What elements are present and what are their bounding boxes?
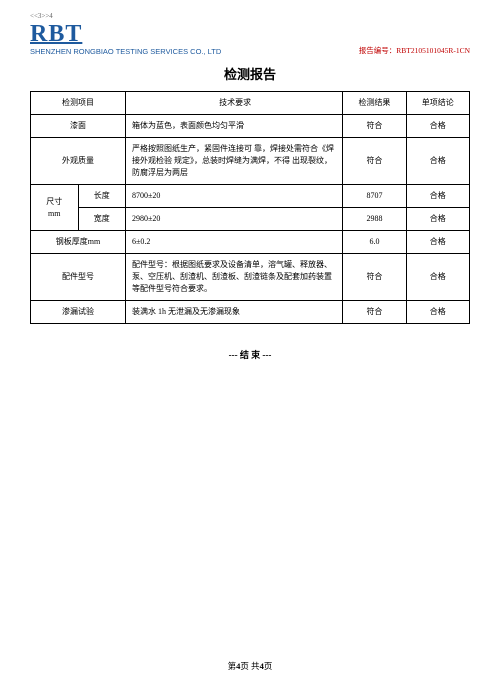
cell-req: 6±0.2 <box>126 231 343 254</box>
header-row: RBT SHENZHEN RONGBIAO TESTING SERVICES C… <box>30 22 470 56</box>
th-item: 检测项目 <box>31 92 126 115</box>
cell-req: 箱体为蓝色，表面颜色均匀平滑 <box>126 115 343 138</box>
cell-item: 渗漏试验 <box>31 301 126 324</box>
cell-result: 2988 <box>343 208 406 231</box>
table-row: 配件型号 配件型号：根据图纸要求及设备清单，溶气罐、释放器、泵、空压机、刮渣机、… <box>31 254 470 301</box>
end-marker: --- 结 束 --- <box>30 348 470 361</box>
page-title: 检测报告 <box>30 64 470 83</box>
report-no-label: 报告编号： <box>359 46 397 55</box>
cell-req: 配件型号：根据图纸要求及设备清单，溶气罐、释放器、泵、空压机、刮渣机、刮渣板、刮… <box>126 254 343 301</box>
test-report-table: 检测项目 技术要求 检测结果 单项结论 漆面 箱体为蓝色，表面颜色均匀平滑 符合… <box>30 91 470 324</box>
cell-req: 8700±20 <box>126 185 343 208</box>
table-row: 宽度 2980±20 2988 合格 <box>31 208 470 231</box>
cell-result: 6.0 <box>343 231 406 254</box>
logo-text: RBT <box>30 22 221 46</box>
th-requirement: 技术要求 <box>126 92 343 115</box>
cell-item: 外观质量 <box>31 138 126 185</box>
table-row: 渗漏试验 装满水 1h 无泄漏及无渗漏现象 符合 合格 <box>31 301 470 324</box>
cell-concl: 合格 <box>406 301 469 324</box>
cell-result: 符合 <box>343 301 406 324</box>
cell-result: 符合 <box>343 254 406 301</box>
cell-item-group: 尺寸 mm <box>31 185 79 231</box>
cell-result: 符合 <box>343 115 406 138</box>
table-row: 外观质量 严格按照图纸生产，紧固件连接可 靠，焊接处需符合《焊接外观检验 规定》… <box>31 138 470 185</box>
page-footer: 第4页 共4页 <box>0 660 500 672</box>
cell-req: 2980±20 <box>126 208 343 231</box>
cell-concl: 合格 <box>406 138 469 185</box>
cell-sub: 宽度 <box>78 208 126 231</box>
cell-req: 严格按照图纸生产，紧固件连接可 靠，焊接处需符合《焊接外观检验 规定》，总装时焊… <box>126 138 343 185</box>
cell-result: 8707 <box>343 185 406 208</box>
th-conclusion: 单项结论 <box>406 92 469 115</box>
th-result: 检测结果 <box>343 92 406 115</box>
footer-label2: 页 共 <box>240 661 259 671</box>
header-code: <<3>>4 <box>30 12 470 20</box>
table-header-row: 检测项目 技术要求 检测结果 单项结论 <box>31 92 470 115</box>
cell-result: 符合 <box>343 138 406 185</box>
company-name: SHENZHEN RONGBIAO TESTING SERVICES CO., … <box>30 47 221 56</box>
cell-sub: 长度 <box>78 185 126 208</box>
footer-label1: 第 <box>228 661 237 671</box>
cell-req: 装满水 1h 无泄漏及无渗漏现象 <box>126 301 343 324</box>
table-row: 漆面 箱体为蓝色，表面颜色均匀平滑 符合 合格 <box>31 115 470 138</box>
cell-concl: 合格 <box>406 254 469 301</box>
footer-label3: 页 <box>264 661 273 671</box>
table-row: 钢板厚度mm 6±0.2 6.0 合格 <box>31 231 470 254</box>
cell-concl: 合格 <box>406 185 469 208</box>
report-number: 报告编号：RBT2105101045R-1CN <box>359 45 470 56</box>
cell-concl: 合格 <box>406 208 469 231</box>
report-no-value: RBT2105101045R-1CN <box>396 46 470 55</box>
cell-item: 漆面 <box>31 115 126 138</box>
cell-concl: 合格 <box>406 115 469 138</box>
cell-item: 钢板厚度mm <box>31 231 126 254</box>
table-row: 尺寸 mm 长度 8700±20 8707 合格 <box>31 185 470 208</box>
cell-concl: 合格 <box>406 231 469 254</box>
cell-item: 配件型号 <box>31 254 126 301</box>
logo-block: RBT SHENZHEN RONGBIAO TESTING SERVICES C… <box>30 22 221 56</box>
